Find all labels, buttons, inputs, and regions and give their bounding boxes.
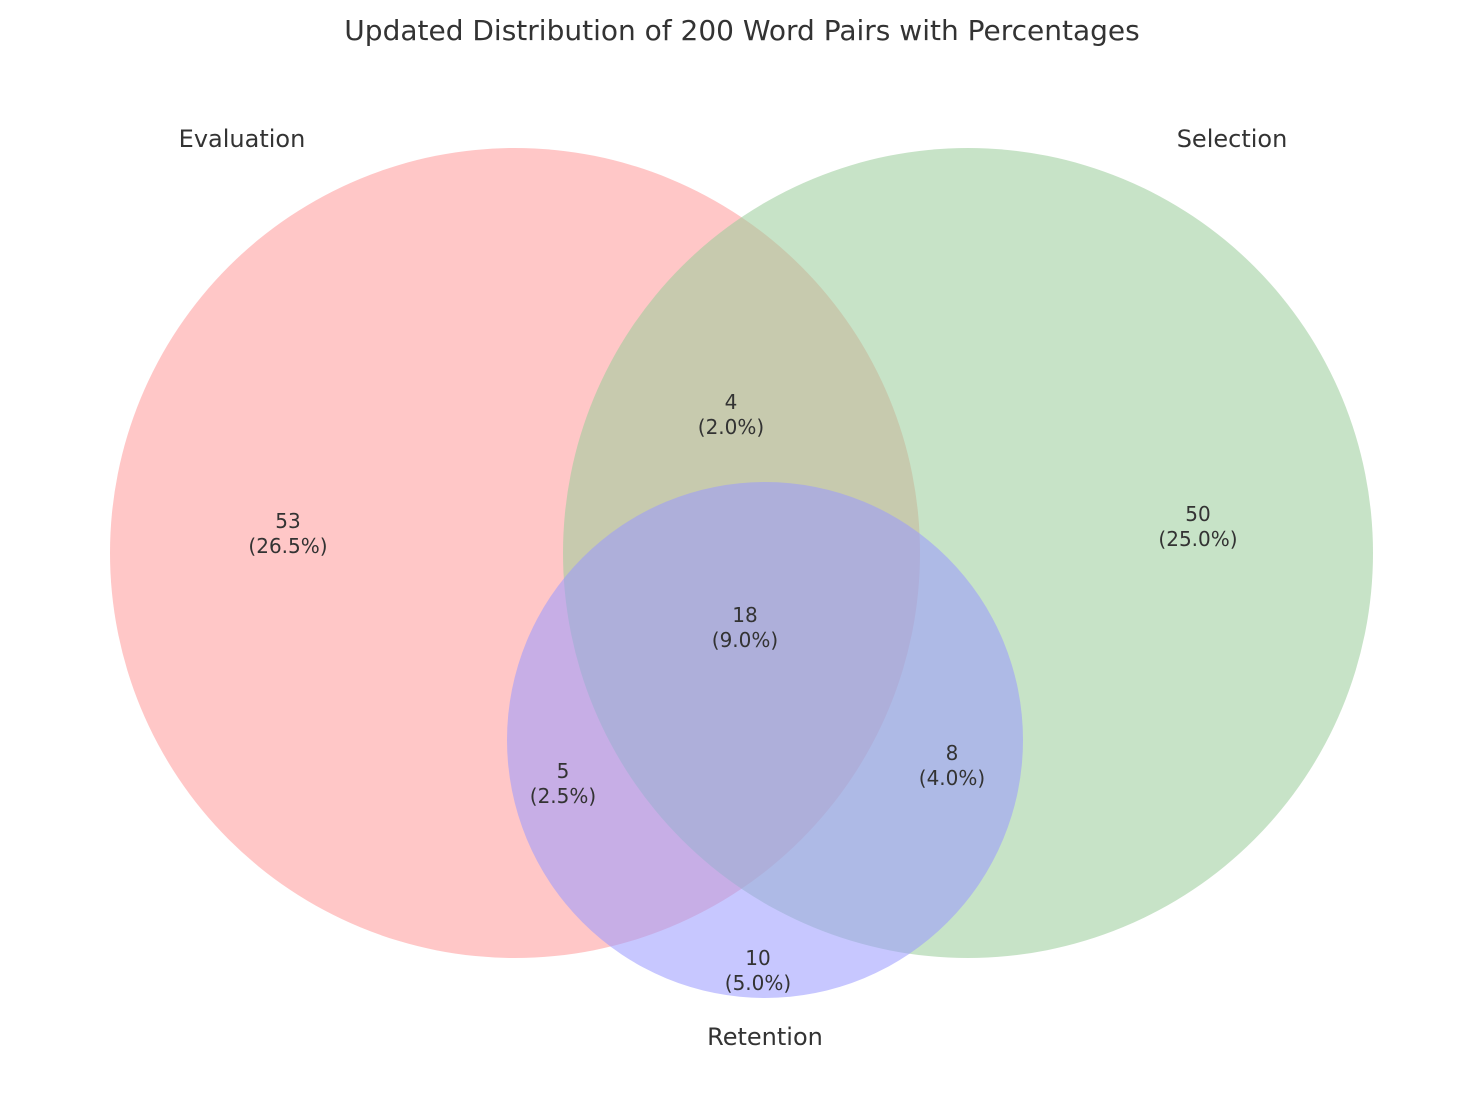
region-percent: (26.5%) (248, 534, 327, 558)
set-label-retention: Retention (707, 1023, 823, 1051)
region-percent: (2.0%) (698, 415, 764, 439)
region-label-evaluation-retention-selection: 18 (9.0%) (712, 603, 778, 652)
region-value: 53 (275, 509, 300, 533)
set-label-selection: Selection (1177, 125, 1288, 153)
region-label-retention: 10 (5.0%) (725, 946, 791, 995)
venn-regions (110, 148, 1373, 998)
region-percent: (4.0%) (919, 766, 985, 790)
region-percent: (9.0%) (712, 628, 778, 652)
region-label-evaluation-selection: 4 (2.0%) (698, 390, 764, 439)
region-value: 18 (732, 603, 757, 627)
region-label-evaluation-retention: 5 (2.5%) (530, 759, 596, 808)
region-label-selection: 50 (25.0%) (1158, 502, 1237, 551)
region-percent: (2.5%) (530, 784, 596, 808)
region-value: 50 (1185, 502, 1210, 526)
set-label-evaluation: Evaluation (179, 125, 306, 153)
region-label-retention-selection: 8 (4.0%) (919, 741, 985, 790)
region-value: 8 (946, 741, 959, 765)
region-percent: (5.0%) (725, 971, 791, 995)
region-value: 10 (745, 946, 770, 970)
region-label-evaluation: 53 (26.5%) (248, 509, 327, 558)
region-value: 4 (725, 390, 738, 414)
region-percent: (25.0%) (1158, 527, 1237, 551)
region-value: 5 (557, 759, 570, 783)
chart-title: Updated Distribution of 200 Word Pairs w… (344, 14, 1139, 47)
venn-circle-retention (507, 482, 1023, 998)
